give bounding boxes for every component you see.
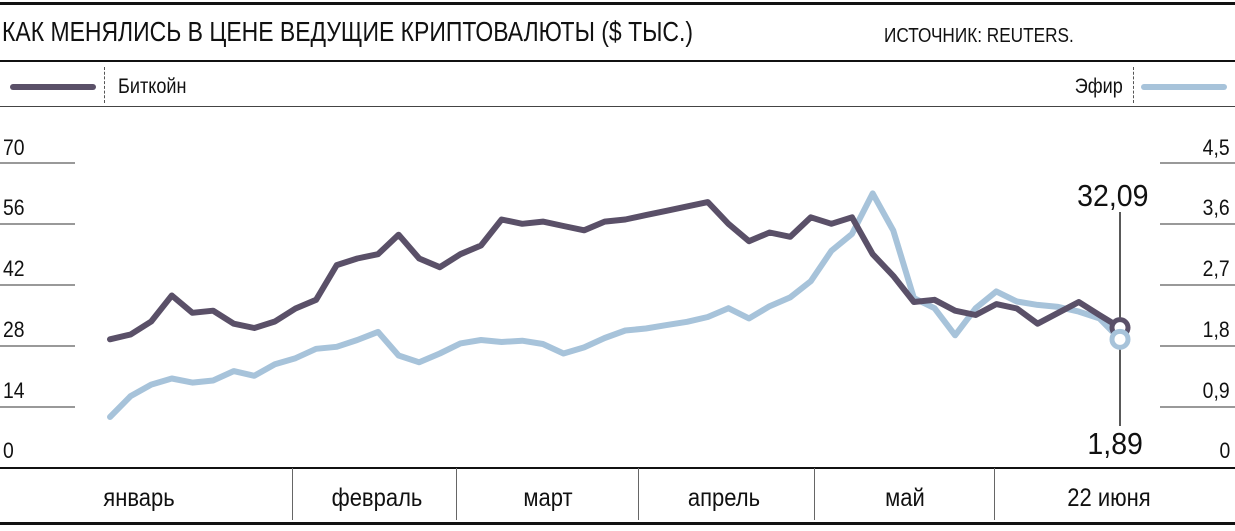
legend-rule (0, 106, 1235, 107)
legend-separator-right (1133, 67, 1134, 103)
month-separator (994, 468, 995, 520)
month-label-february: февраль (331, 484, 423, 512)
ether-end-marker (1109, 328, 1131, 350)
legend-bitcoin-label: Биткойн (118, 75, 187, 98)
legend-bitcoin-swatch (10, 84, 96, 90)
title-rule (0, 60, 1235, 62)
left-tick-0: 0 (3, 438, 14, 463)
right-tick-1-8: 1,8 (1203, 317, 1230, 342)
bitcoin-line (107, 199, 1123, 343)
right-tick-3-6: 3,6 (1203, 195, 1230, 220)
month-separator (638, 468, 639, 520)
left-tick-56: 56 (3, 195, 25, 220)
ether-last-value: 1,89 (1087, 426, 1143, 461)
top-rule (0, 2, 1235, 5)
month-separator (292, 468, 293, 520)
legend-ether-label: Эфир (1075, 75, 1123, 98)
month-separator (814, 468, 815, 520)
left-tick-70: 70 (3, 135, 25, 160)
bottom-rule (0, 522, 1235, 525)
month-label-january: январь (103, 484, 175, 512)
right-tick-2-7: 2,7 (1203, 256, 1230, 281)
left-tick-28: 28 (3, 317, 25, 342)
right-tick-0: 0 (1219, 438, 1230, 463)
right-tick-0-9: 0,9 (1203, 378, 1230, 403)
month-label-march: март (523, 484, 573, 512)
month-label-may: май (885, 484, 925, 512)
month-separator (456, 468, 457, 520)
axis-rule (0, 467, 1235, 469)
left-tick-14: 14 (3, 378, 25, 403)
month-label-june: 22 июня (1067, 484, 1151, 512)
ether-line (107, 190, 1123, 420)
month-label-april: апрель (687, 484, 761, 512)
chart-title: КАК МЕНЯЛИСЬ В ЦЕНЕ ВЕДУЩИЕ КРИПТОВАЛЮТЫ… (2, 16, 694, 47)
left-tick-42: 42 (3, 256, 25, 281)
right-tick-4-5: 4,5 (1203, 135, 1230, 160)
legend-ether-swatch (1141, 84, 1227, 90)
bitcoin-last-value: 32,09 (1077, 178, 1149, 213)
legend-separator-left (104, 67, 105, 103)
source-note: ИСТОЧНИК: REUTERS. (884, 25, 1074, 47)
